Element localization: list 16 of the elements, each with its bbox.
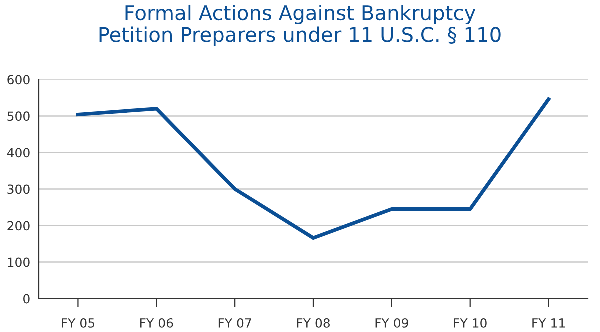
y-tick-label: 300: [8, 184, 30, 194]
x-tick-label: FY 08: [297, 318, 330, 328]
y-tick-label: 200: [8, 221, 30, 231]
x-tick-label: FY 10: [454, 318, 487, 328]
y-tick-label: 100: [8, 258, 30, 268]
y-tick-label: 0: [24, 294, 30, 304]
y-tick-label: 400: [7, 148, 30, 158]
line-series: [76, 98, 551, 240]
y-tick-label: 500: [8, 112, 30, 122]
x-tick-label: FY 11: [532, 318, 565, 328]
x-tick-label: FY 05: [62, 318, 94, 328]
y-tick-label: 600: [8, 75, 30, 85]
x-tick-label: FY 07: [218, 318, 252, 328]
x-tick-label: FY 06: [140, 318, 174, 328]
x-tick-label: FY 09: [376, 318, 408, 328]
chart-title: Formal Actions Against Bankruptcy Petition Preparers under 11 U.S.C. § 110: [100, 4, 501, 46]
